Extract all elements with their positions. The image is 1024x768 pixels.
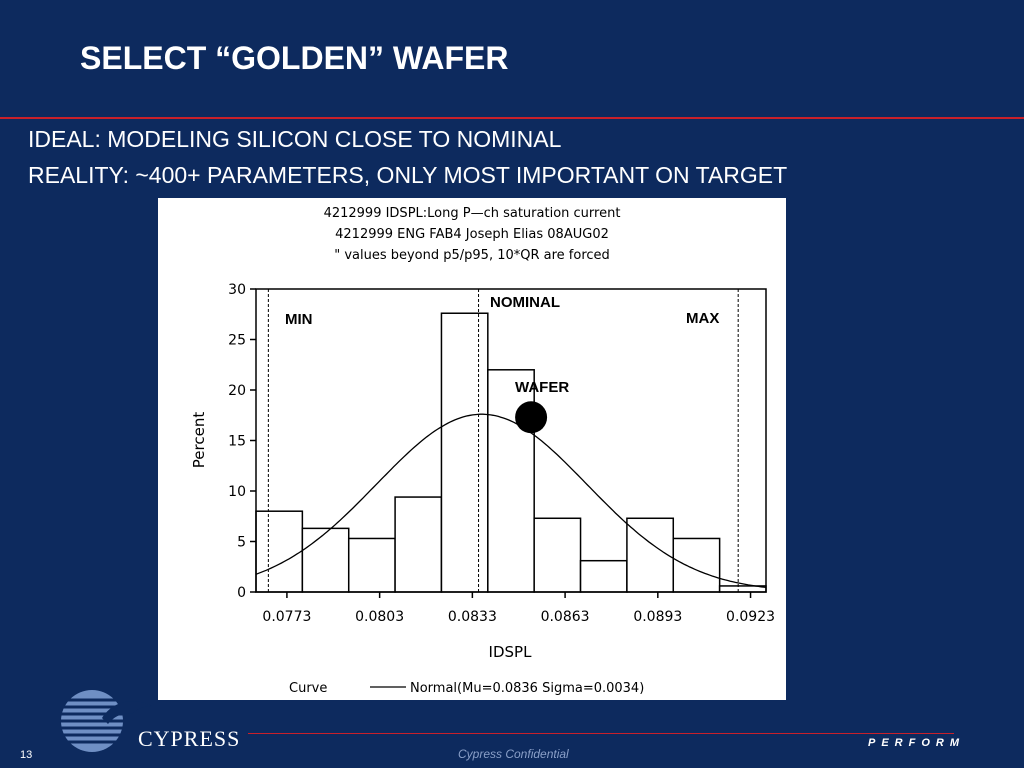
y-tick-label: 25 xyxy=(228,333,246,349)
histogram-svg: 4212999 IDSPL:Long P—ch saturation curre… xyxy=(190,206,775,696)
annotation-max: MAX xyxy=(686,310,719,327)
x-tick-label: 0.0833 xyxy=(448,609,497,625)
cypress-logo: CYPRESS xyxy=(56,690,240,752)
x-tick-label: 0.0923 xyxy=(726,609,775,625)
logo-wordmark: CYPRESS xyxy=(138,726,240,751)
footer-perform: PERFORM xyxy=(868,737,965,749)
annotation-wafer: WAFER xyxy=(515,379,569,396)
footer-confidential: Cypress Confidential xyxy=(458,747,569,761)
wafer-marker xyxy=(515,401,548,434)
x-tick-label: 0.0803 xyxy=(355,609,404,625)
annotation-nominal: NOMINAL xyxy=(490,294,560,311)
title-divider xyxy=(0,117,1024,119)
legend-label: Curve xyxy=(289,681,327,696)
y-tick-label: 20 xyxy=(228,383,246,399)
annotation-min: MIN xyxy=(285,311,313,328)
y-axis-label: Percent xyxy=(190,412,208,469)
histogram-bar xyxy=(255,510,304,593)
legend-entry: Normal(Mu=0.0836 Sigma=0.0034) xyxy=(410,681,644,696)
bullet-reality: REALITY: ~400+ PARAMETERS, ONLY MOST IMP… xyxy=(28,162,788,188)
x-axis-label: IDSPL xyxy=(489,643,533,661)
y-tick-label: 10 xyxy=(228,484,246,500)
histogram-bar xyxy=(440,312,489,593)
chart-header-line: 4212999 IDSPL:Long P—ch saturation curre… xyxy=(324,206,621,221)
chart-header-line: 4212999 ENG FAB4 Joseph Elias 08AUG02 xyxy=(335,227,609,242)
histogram-bar xyxy=(301,527,350,593)
slide-title: SELECT “GOLDEN” WAFER xyxy=(80,40,509,76)
histogram-chart: 4212999 IDSPL:Long P—ch saturation curre… xyxy=(158,198,786,700)
histogram-bar xyxy=(533,517,582,593)
bullet-ideal: IDEAL: MODELING SILICON CLOSE TO NOMINAL xyxy=(28,126,562,152)
footer-divider xyxy=(248,733,954,734)
x-tick-label: 0.0863 xyxy=(541,609,590,625)
x-tick-label: 0.0773 xyxy=(262,609,311,625)
x-tick-label: 0.0893 xyxy=(633,609,682,625)
normal-curve-line xyxy=(255,413,767,589)
page-number: 13 xyxy=(20,749,33,761)
histogram-bar xyxy=(579,559,628,593)
y-tick-label: 30 xyxy=(228,282,246,298)
globe-icon xyxy=(56,690,152,752)
histogram-bar xyxy=(347,537,396,593)
chart-header-line: " values beyond p5/p95, 10*QR are forced xyxy=(334,248,610,263)
histogram-bar xyxy=(672,537,721,593)
y-tick-label: 15 xyxy=(228,434,246,450)
y-tick-label: 0 xyxy=(237,585,246,601)
y-tick-label: 5 xyxy=(237,535,246,551)
histogram-bar xyxy=(394,496,443,593)
